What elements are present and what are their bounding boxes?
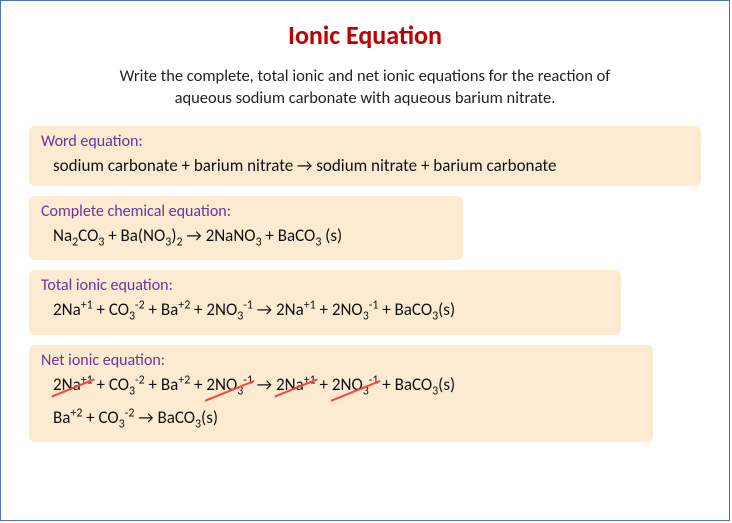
spectator-ion: 2NO3-1 bbox=[332, 372, 379, 401]
complete-section: Complete chemical equation: Na2CO3 + Ba(… bbox=[29, 196, 463, 260]
word-label: Word equation: bbox=[41, 132, 689, 151]
complete-equation: Na2CO3 + Ba(NO3)2 → 2NaNO3 + BaCO3 (s) bbox=[41, 223, 451, 252]
net-equation-line2: Ba+2 + CO3-2 → BaCO3(s) bbox=[41, 405, 641, 434]
total-label: Total ionic equation: bbox=[41, 276, 609, 295]
subtitle-line2: aqueous sodium carbonate with aqueous ba… bbox=[175, 88, 556, 108]
subtitle-line1: Write the complete, total ionic and net … bbox=[120, 66, 611, 86]
net-label: Net ionic equation: bbox=[41, 351, 641, 370]
net-section: Net ionic equation: 2Na+1 + CO3-2 + Ba+2… bbox=[29, 345, 653, 443]
word-section: Word equation: sodium carbonate + barium… bbox=[29, 126, 701, 187]
total-section: Total ionic equation: 2Na+1 + CO3-2 + Ba… bbox=[29, 270, 621, 334]
total-equation: 2Na+1 + CO3-2 + Ba+2 + 2NO3-1 → 2Na+1 + … bbox=[41, 297, 609, 326]
page-container: Ionic Equation Write the complete, total… bbox=[0, 0, 730, 521]
spectator-ion: 2Na+1 bbox=[53, 372, 93, 398]
spectator-ion: 2NO3-1 bbox=[206, 372, 253, 401]
net-equation-line1: 2Na+1 + CO3-2 + Ba+2 + 2NO3-1 → 2Na+1 + … bbox=[41, 372, 641, 401]
subtitle: Write the complete, total ionic and net … bbox=[29, 65, 701, 110]
word-equation: sodium carbonate + barium nitrate → sodi… bbox=[41, 153, 689, 179]
complete-label: Complete chemical equation: bbox=[41, 202, 451, 221]
spectator-ion: 2Na+1 bbox=[276, 372, 316, 398]
title: Ionic Equation bbox=[29, 19, 701, 51]
